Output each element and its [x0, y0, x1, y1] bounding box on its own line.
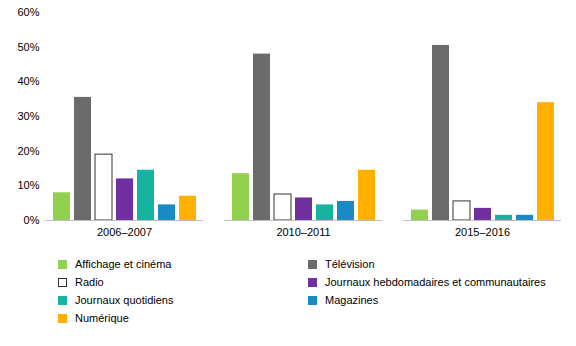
svg-text:60%: 60%: [17, 6, 39, 18]
html-text:Affichage et cinéma: Affichage et cinéma: [75, 258, 172, 270]
svg-text:2006–2007: 2006–2007: [97, 226, 152, 238]
html-text:Radio: Radio: [75, 276, 104, 288]
svg-text:40%: 40%: [17, 75, 39, 87]
html-text:Journaux quotidiens: Journaux quotidiens: [75, 294, 174, 306]
svg-text:30%: 30%: [17, 110, 39, 122]
html-text:Magazines: Magazines: [325, 294, 379, 306]
html-text:Numérique: Numérique: [75, 312, 129, 324]
svg-text:20%: 20%: [17, 145, 39, 157]
svg-text:10%: 10%: [17, 179, 39, 191]
svg-text:50%: 50%: [17, 41, 39, 53]
html-text:Journaux hebdomadaires et comm: Journaux hebdomadaires et communautaires: [325, 276, 546, 288]
svg-text:0%: 0%: [24, 214, 40, 226]
html-text:Télévision: Télévision: [325, 258, 375, 270]
svg-text:2010–2011: 2010–2011: [276, 226, 330, 238]
svg-text:2015–2016: 2015–2016: [455, 226, 510, 238]
